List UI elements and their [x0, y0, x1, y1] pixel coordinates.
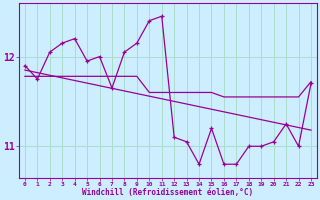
X-axis label: Windchill (Refroidissement éolien,°C): Windchill (Refroidissement éolien,°C) — [82, 188, 253, 197]
